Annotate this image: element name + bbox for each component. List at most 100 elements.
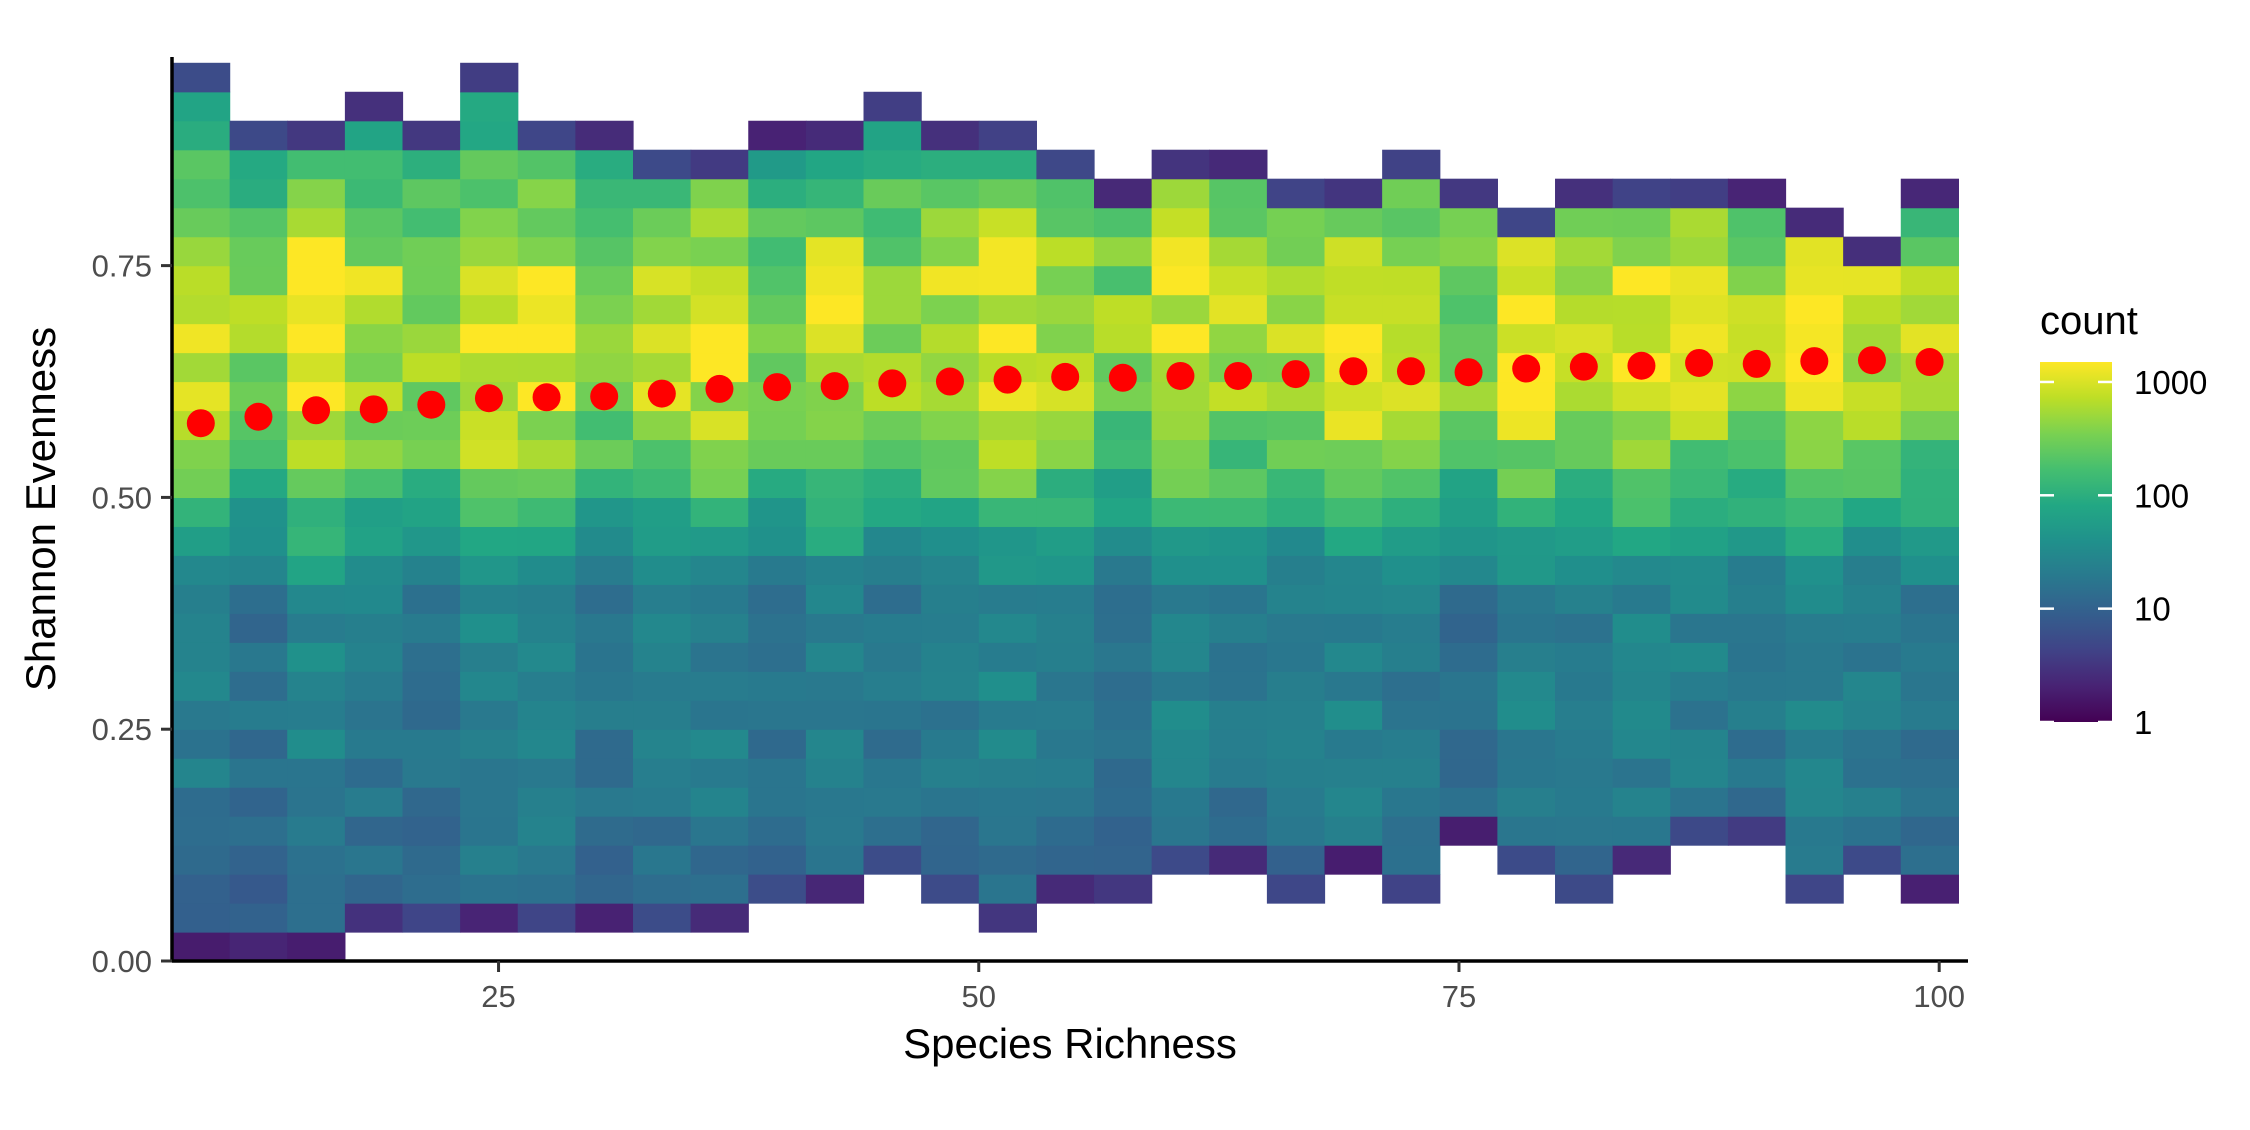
heatmap-tile — [633, 265, 692, 296]
heatmap-tile — [978, 613, 1037, 643]
mean-point — [1281, 360, 1310, 389]
heatmap-tile — [1612, 845, 1671, 875]
heatmap-tile — [1266, 236, 1326, 267]
heatmap-tile — [229, 729, 288, 759]
heatmap-tile — [1094, 555, 1153, 585]
heatmap-tile — [344, 120, 404, 151]
heatmap-tile — [1151, 787, 1210, 817]
heatmap-tile — [1727, 294, 1787, 325]
heatmap-tile — [1324, 787, 1383, 817]
heatmap-tile — [1382, 816, 1441, 846]
heatmap-tile — [1727, 410, 1787, 441]
heatmap-tile — [1382, 845, 1441, 875]
heatmap-tile — [633, 787, 692, 817]
heatmap-tile — [978, 903, 1037, 933]
heatmap-tile — [863, 410, 922, 441]
heatmap-tile — [690, 265, 749, 296]
heatmap-tile — [1727, 584, 1787, 614]
heatmap-tile — [863, 584, 922, 614]
heatmap-tile — [1382, 236, 1441, 267]
heatmap-tile — [921, 207, 980, 238]
heatmap-tile — [805, 787, 865, 817]
heatmap-tile — [690, 149, 749, 180]
heatmap-tile — [1439, 816, 1498, 846]
heatmap-tile — [748, 874, 807, 904]
heatmap-tile — [1727, 178, 1787, 209]
heatmap-tile — [978, 410, 1037, 441]
mean-point — [1396, 357, 1425, 386]
heatmap-tile — [1612, 294, 1671, 325]
heatmap-tile — [863, 439, 922, 470]
heatmap-tile — [1266, 874, 1326, 904]
heatmap-tile — [1555, 497, 1614, 527]
heatmap-tile — [1497, 526, 1556, 556]
heatmap-tile — [1555, 178, 1614, 209]
heatmap-tile — [460, 207, 519, 238]
heatmap-tile — [1555, 874, 1614, 904]
heatmap-tile — [1036, 526, 1095, 556]
heatmap-tile — [1324, 700, 1383, 730]
heatmap-tile — [633, 671, 692, 701]
heatmap-tile — [633, 439, 692, 470]
heatmap-tile — [1900, 236, 1959, 267]
heatmap-tile — [748, 613, 807, 643]
heatmap-tile — [978, 729, 1037, 759]
mean-point — [1857, 346, 1886, 375]
heatmap-tile — [1094, 584, 1153, 614]
heatmap-tile — [1900, 700, 1959, 730]
heatmap-tile — [344, 613, 404, 643]
heatmap-tile — [1727, 816, 1787, 846]
heatmap-tile — [1843, 468, 1902, 499]
heatmap-tile — [1843, 729, 1902, 759]
mean-point — [1224, 361, 1253, 390]
heatmap-tile — [690, 729, 749, 759]
heatmap-tile — [805, 555, 865, 585]
heatmap-tile — [690, 642, 749, 672]
heatmap-tile — [1266, 816, 1326, 846]
heatmap-tile — [690, 787, 749, 817]
heatmap-tile — [1900, 758, 1959, 788]
heatmap-tile — [402, 642, 461, 672]
heatmap-tile — [1497, 497, 1556, 527]
heatmap-tile — [633, 497, 692, 527]
heatmap-tile — [921, 845, 980, 875]
heatmap-tile — [1670, 758, 1729, 788]
heatmap-tile — [1439, 729, 1498, 759]
heatmap-tile — [1843, 584, 1902, 614]
heatmap-tile — [460, 729, 519, 759]
heatmap-tile — [1382, 294, 1441, 325]
heatmap-tile — [344, 265, 404, 296]
heatmap-tile — [402, 497, 461, 527]
heatmap-tile — [633, 613, 692, 643]
heatmap-tile — [1439, 439, 1498, 470]
heatmap-tile — [1036, 584, 1095, 614]
heatmap-tile — [1612, 758, 1671, 788]
heatmap-tile — [1900, 439, 1959, 470]
heatmap-tile — [1843, 671, 1902, 701]
heatmap-tile — [460, 236, 519, 267]
heatmap-tile — [517, 816, 576, 846]
heatmap-tile — [1036, 700, 1095, 730]
heatmap-tile — [1151, 555, 1210, 585]
heatmap-tile — [805, 323, 865, 354]
heatmap-tile — [748, 294, 807, 325]
heatmap-tile — [1439, 642, 1498, 672]
heatmap-tile — [1036, 207, 1095, 238]
heatmap-tile — [172, 845, 231, 875]
heatmap-tile — [978, 265, 1037, 296]
heatmap-tile — [1612, 787, 1671, 817]
heatmap-tile — [1036, 178, 1095, 209]
heatmap-tile — [1727, 787, 1787, 817]
heatmap-tile — [344, 758, 404, 788]
heatmap-tile — [1843, 526, 1902, 556]
heatmap-tile — [633, 323, 692, 354]
heatmap-tile — [172, 381, 231, 412]
heatmap-tile — [863, 555, 922, 585]
heatmap-tile — [1209, 410, 1268, 441]
heatmap-tile — [1036, 497, 1095, 527]
heatmap-tile — [978, 526, 1037, 556]
heatmap-tile — [1094, 700, 1153, 730]
heatmap-tile — [1612, 381, 1671, 412]
heatmap-tile — [748, 265, 807, 296]
heatmap-tile — [863, 91, 922, 122]
